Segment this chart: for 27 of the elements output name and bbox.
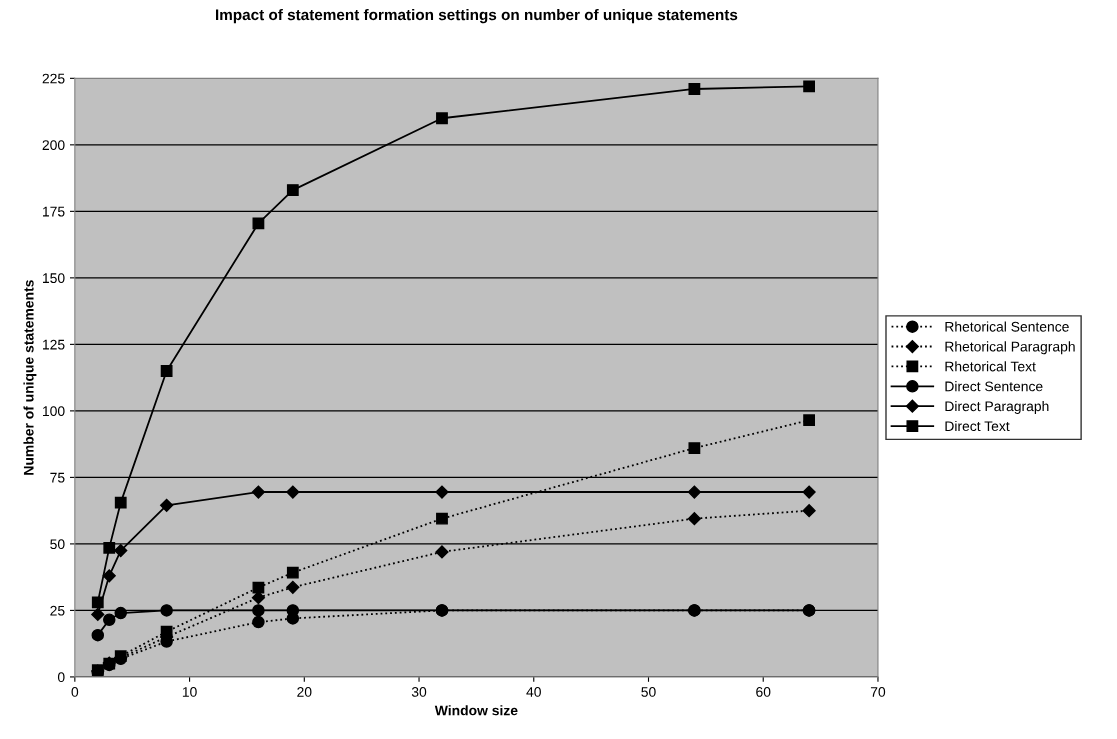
y-tick-label: 125 bbox=[43, 339, 65, 350]
x-axis-title: Window size bbox=[434, 705, 518, 716]
y-tick-label: 100 bbox=[43, 406, 65, 417]
legend-label: Rhetorical Text bbox=[945, 361, 1036, 372]
y-tick-label: 50 bbox=[50, 539, 65, 550]
x-tick-label: 20 bbox=[297, 687, 312, 697]
y-tick-label: 200 bbox=[42, 140, 65, 151]
y-tick-label: 225 bbox=[42, 73, 65, 84]
x-tick-label: 70 bbox=[870, 687, 886, 697]
x-tick-label: 10 bbox=[182, 687, 197, 697]
legend-label: Direct Text bbox=[945, 420, 1010, 432]
y-tick-label: 25 bbox=[50, 605, 65, 616]
legend-label: Rhetorical Sentence bbox=[945, 321, 1069, 332]
x-tick-label: 30 bbox=[411, 687, 427, 697]
y-tick-label: 175 bbox=[43, 206, 65, 217]
y-axis-title: Number of unique statements bbox=[23, 280, 37, 475]
y-tick-label: 150 bbox=[43, 273, 65, 284]
legend-label: Rhetorical Paragraph bbox=[945, 341, 1075, 355]
x-tick-label: 40 bbox=[526, 687, 541, 697]
legend-label: Direct Sentence bbox=[945, 381, 1043, 392]
legend-label: Direct Paragraph bbox=[945, 400, 1049, 414]
y-tick-label: 75 bbox=[50, 472, 65, 483]
x-tick-label: 60 bbox=[756, 687, 771, 697]
x-tick-label: 50 bbox=[641, 687, 656, 697]
x-tick-label: 0 bbox=[71, 687, 79, 697]
chart-title: Impact of statement formation settings on number of unique statements bbox=[216, 8, 738, 24]
y-tick-label: 0 bbox=[57, 672, 65, 683]
